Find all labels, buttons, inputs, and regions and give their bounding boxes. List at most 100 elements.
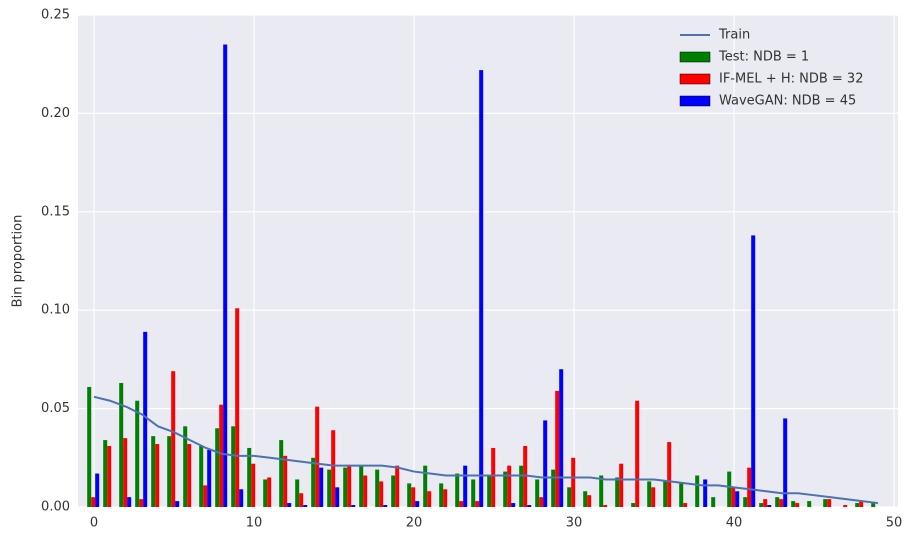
bar — [711, 497, 716, 507]
bar — [423, 465, 428, 507]
bar — [347, 465, 352, 507]
bar — [583, 491, 588, 507]
bar — [783, 418, 788, 507]
bar — [311, 457, 316, 507]
bar — [363, 475, 368, 507]
bar — [171, 371, 176, 507]
bar — [751, 235, 756, 507]
bar — [759, 503, 764, 507]
bar — [219, 404, 224, 507]
bar — [559, 369, 564, 507]
bar — [215, 428, 220, 507]
bar — [571, 457, 576, 507]
bar — [343, 467, 348, 507]
bar — [603, 505, 608, 507]
bar — [859, 501, 864, 507]
bar — [775, 497, 780, 507]
bar — [795, 503, 800, 507]
bar — [631, 503, 636, 507]
bar — [379, 481, 384, 507]
bar — [443, 489, 448, 507]
y-tick-label: 0.20 — [41, 106, 70, 121]
bar — [683, 503, 688, 507]
bar — [455, 473, 460, 507]
bar — [647, 481, 652, 507]
bar — [175, 501, 180, 507]
bar — [463, 465, 468, 507]
y-tick-label: 0.15 — [41, 204, 70, 219]
bar — [511, 503, 516, 507]
bar — [807, 501, 812, 507]
bar — [599, 475, 604, 507]
bar — [763, 499, 768, 507]
bar — [103, 440, 108, 507]
bar — [87, 386, 92, 507]
bar — [207, 449, 212, 507]
bar — [703, 479, 708, 507]
bar — [823, 499, 828, 507]
bar — [747, 467, 752, 507]
bar — [203, 485, 208, 507]
bar — [527, 505, 532, 507]
bar — [295, 479, 300, 507]
bar — [283, 455, 288, 507]
bar — [199, 445, 204, 507]
bar — [767, 505, 772, 507]
bar — [539, 497, 544, 507]
bar — [651, 487, 656, 507]
bar — [263, 479, 268, 507]
x-tick-label: 10 — [246, 516, 263, 531]
bar — [251, 463, 256, 507]
bar — [855, 503, 860, 507]
y-tick-label: 0.00 — [41, 500, 70, 515]
bar — [503, 471, 508, 507]
bar — [231, 426, 236, 507]
bar — [791, 501, 796, 507]
bar — [535, 479, 540, 507]
bar — [391, 475, 396, 507]
bar — [735, 491, 740, 507]
bar — [555, 390, 560, 507]
bar — [331, 430, 336, 507]
bar — [223, 44, 228, 508]
line — [93, 395, 879, 505]
bar — [359, 465, 364, 507]
bar — [239, 489, 244, 507]
legend-label: WaveGAN: NDB = 45 — [719, 94, 856, 109]
bar — [119, 383, 124, 507]
bar — [587, 495, 592, 507]
bar — [479, 70, 484, 507]
x-tick-label: 30 — [566, 516, 583, 531]
bar — [235, 308, 240, 507]
bar — [871, 503, 876, 507]
bar — [127, 497, 132, 507]
bar — [615, 477, 620, 507]
bar — [743, 497, 748, 507]
bar — [335, 487, 340, 507]
legend-swatch — [679, 95, 711, 107]
bar — [247, 447, 252, 507]
bar — [507, 465, 512, 507]
bar — [351, 505, 356, 507]
plot-area — [78, 15, 898, 507]
bar — [95, 473, 100, 507]
bar — [407, 483, 412, 507]
bar — [267, 477, 272, 507]
bar — [299, 493, 304, 507]
bar — [635, 400, 640, 507]
bar — [91, 497, 96, 507]
bar — [279, 440, 284, 507]
bar — [543, 420, 548, 507]
bar — [427, 491, 432, 507]
bar — [475, 501, 480, 507]
bar — [471, 479, 476, 507]
y-tick-label: 0.25 — [41, 8, 70, 23]
bar — [183, 426, 188, 507]
bar — [731, 487, 736, 507]
legend-swatch — [679, 51, 711, 63]
bar — [619, 463, 624, 507]
bar — [827, 499, 832, 507]
bar — [319, 467, 324, 507]
legend-label: IF-MEL + H: NDB = 32 — [719, 72, 863, 87]
